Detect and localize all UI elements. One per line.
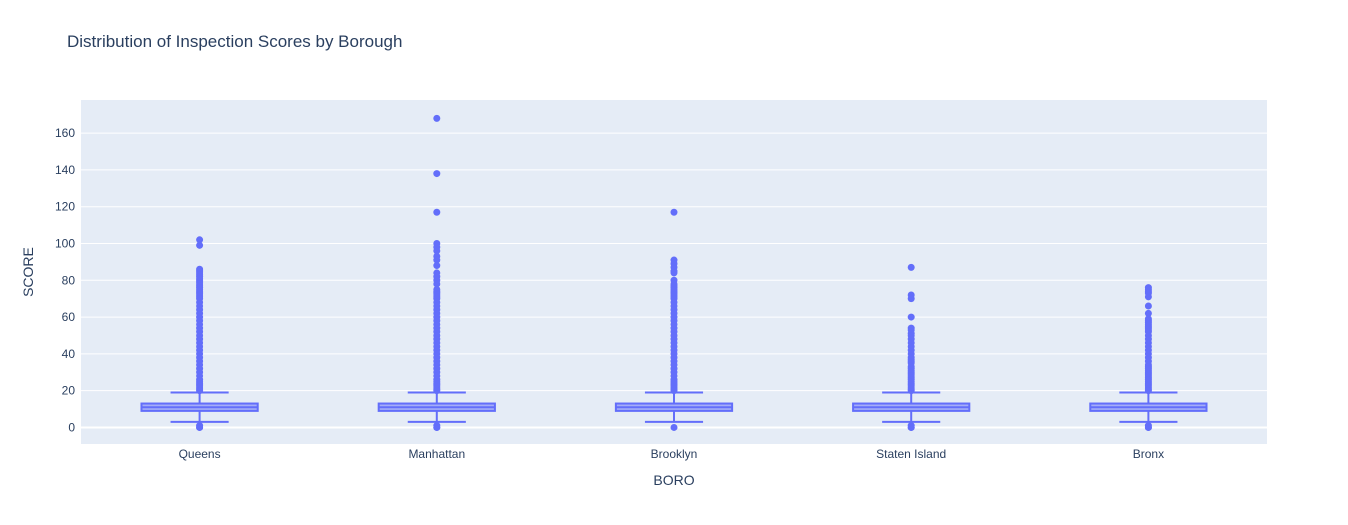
outlier-point[interactable]	[1144, 309, 1152, 317]
outlier-point[interactable]	[433, 422, 441, 430]
y-tick-label: 60	[62, 310, 76, 324]
box-queens[interactable]	[140, 236, 259, 431]
box-staten-island[interactable]	[852, 263, 971, 431]
outlier-point[interactable]	[907, 422, 915, 430]
outlier-point[interactable]	[907, 263, 915, 271]
y-tick-label: 20	[62, 384, 76, 398]
outlier-point[interactable]	[1144, 293, 1152, 301]
x-tick-label: Brooklyn	[651, 447, 698, 461]
x-tick-label: Manhattan	[408, 447, 465, 461]
outlier-point[interactable]	[1144, 302, 1152, 310]
outlier-point[interactable]	[433, 247, 441, 255]
outlier-point[interactable]	[670, 423, 678, 431]
box-bronx[interactable]	[1089, 284, 1208, 431]
outlier-point[interactable]	[196, 387, 204, 395]
box-manhattan[interactable]	[377, 114, 496, 431]
outlier-point[interactable]	[196, 236, 204, 244]
outlier-point[interactable]	[907, 313, 915, 321]
outlier-point[interactable]	[907, 295, 915, 303]
outlier-point[interactable]	[196, 241, 204, 249]
y-axis-title: SCORE	[20, 247, 36, 297]
box-series	[140, 114, 1208, 431]
outlier-point[interactable]	[433, 262, 441, 270]
outlier-point[interactable]	[433, 208, 441, 216]
x-tick-label: Queens	[179, 447, 221, 461]
x-tick-label: Bronx	[1133, 447, 1164, 461]
y-tick-label: 120	[55, 200, 75, 214]
y-tick-label: 160	[55, 126, 75, 140]
y-tick-labels: 0 20 40 60 80 100 120 140 160	[55, 126, 75, 434]
box-brooklyn[interactable]	[614, 208, 734, 431]
outlier-point[interactable]	[433, 280, 441, 288]
outlier-point[interactable]	[433, 256, 441, 264]
outlier-point[interactable]	[1144, 387, 1152, 395]
y-tick-label: 140	[55, 163, 75, 177]
x-axis-title: BORO	[653, 472, 694, 488]
outlier-point[interactable]	[433, 170, 441, 178]
y-tick-label: 100	[55, 236, 75, 250]
x-tick-labels: Queens Manhattan Brooklyn Staten Island Bron…	[179, 447, 1164, 461]
y-tick-label: 0	[68, 420, 75, 434]
outlier-point[interactable]	[433, 387, 441, 395]
outlier-point[interactable]	[1144, 422, 1152, 430]
y-tick-label: 40	[62, 347, 76, 361]
x-tick-label: Staten Island	[876, 447, 946, 461]
outlier-point[interactable]	[196, 422, 204, 430]
chart-title: Distribution of Inspection Scores by Bor…	[67, 32, 403, 51]
outlier-point[interactable]	[670, 269, 678, 277]
outlier-point[interactable]	[670, 208, 678, 216]
outlier-point[interactable]	[433, 114, 441, 122]
outlier-point[interactable]	[907, 387, 915, 395]
y-tick-label: 80	[62, 273, 76, 287]
outlier-point[interactable]	[670, 387, 678, 395]
